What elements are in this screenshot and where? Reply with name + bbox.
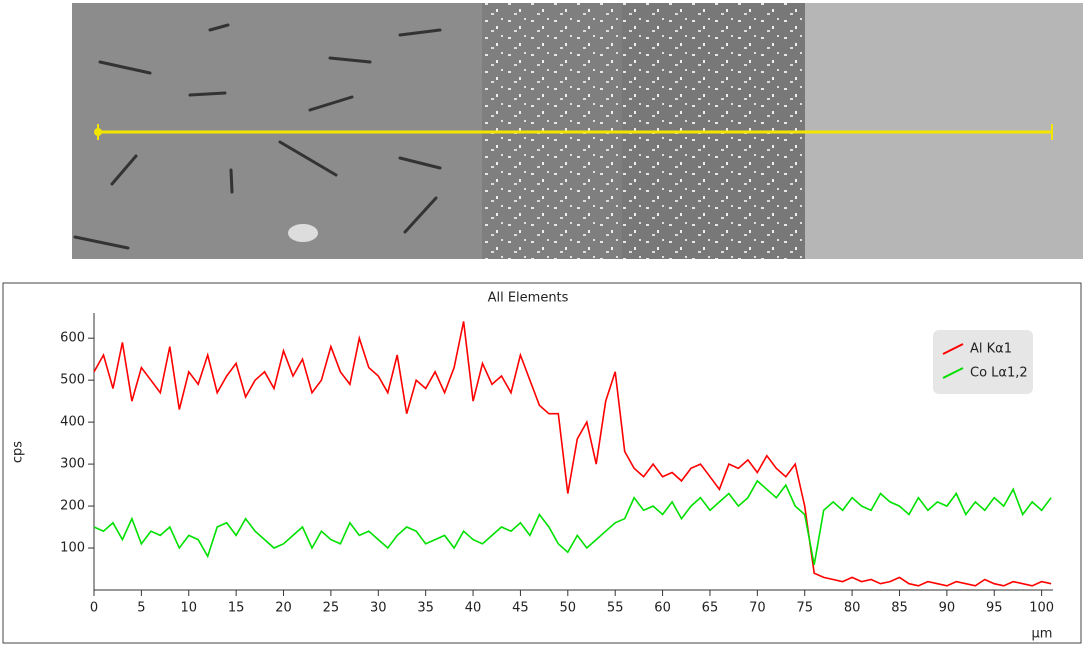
x-tick-label: 65 (702, 601, 719, 616)
x-tick-label: 0 (90, 601, 98, 616)
x-tick-label: 55 (607, 601, 624, 616)
y-tick-label: 500 (60, 373, 85, 388)
x-tick-label: 25 (323, 601, 340, 616)
x-tick-label: 100 (1029, 601, 1054, 616)
y-tick-label: 200 (60, 499, 85, 514)
sem-image (72, 3, 1083, 259)
x-tick-label: 45 (512, 601, 529, 616)
legend-label: Co Lα1,2 (970, 366, 1028, 381)
x-tick-label: 80 (844, 601, 861, 616)
x-tick-label: 5 (137, 601, 145, 616)
screen: All Elements cps µm Al Kα1Co Lα1,2 10020… (0, 0, 1085, 646)
y-tick-label: 300 (60, 457, 85, 472)
x-tick-label: 70 (749, 601, 766, 616)
y-tick-label: 100 (60, 541, 85, 556)
page: {"chart_data": {"type": "line", "title":… (0, 0, 1085, 646)
x-axis-label: µm (1032, 627, 1053, 642)
x-tick-label: 35 (417, 601, 434, 616)
y-axis-label: cps (11, 441, 26, 463)
x-tick-label: 60 (654, 601, 671, 616)
x-tick-label: 95 (986, 601, 1003, 616)
y-tick-label: 400 (60, 415, 85, 430)
x-tick-label: 85 (891, 601, 908, 616)
y-tick-label: 600 (60, 331, 85, 346)
x-tick-label: 15 (228, 601, 245, 616)
chart-frame (3, 283, 1081, 643)
chart-title: All Elements (488, 291, 569, 306)
x-tick-label: 75 (796, 601, 813, 616)
x-tick-label: 40 (465, 601, 482, 616)
x-tick-label: 10 (180, 601, 197, 616)
x-tick-label: 90 (939, 601, 956, 616)
x-tick-label: 50 (560, 601, 577, 616)
legend: Al Kα1 Co Lα1,2 (933, 330, 1033, 394)
x-tick-label: 20 (275, 601, 292, 616)
legend-label: Al Kα1 (970, 342, 1012, 357)
x-tick-label: 30 (370, 601, 387, 616)
